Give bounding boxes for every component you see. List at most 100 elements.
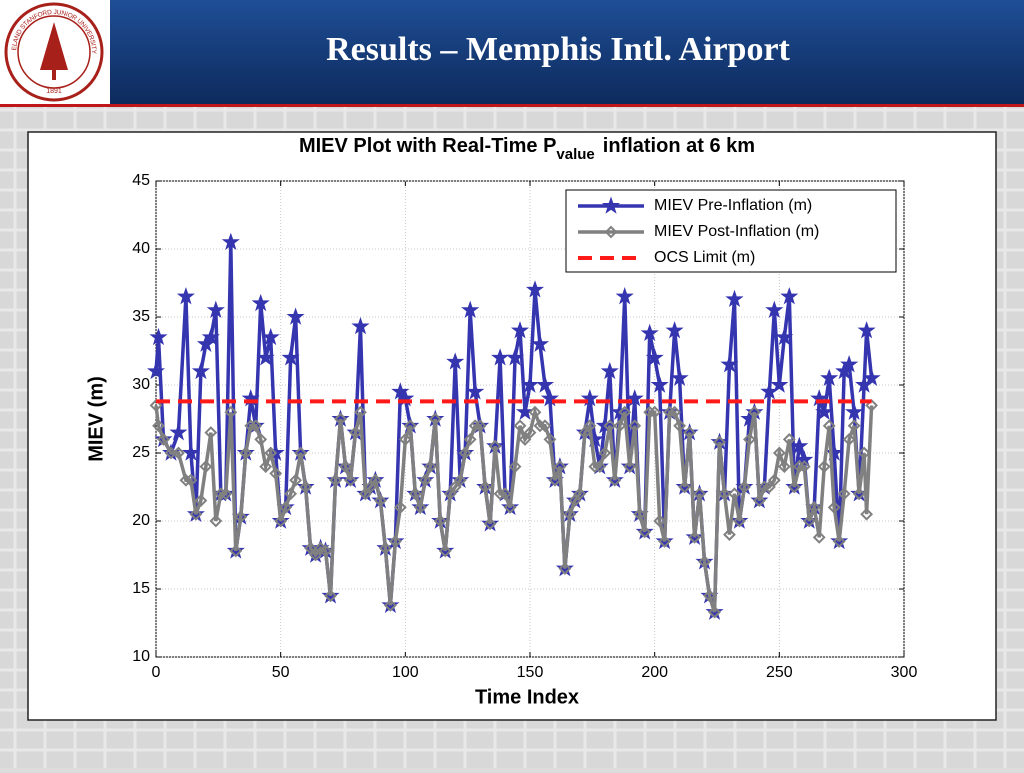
diamond-marker (583, 419, 597, 433)
diamond-marker (523, 426, 537, 440)
diamond-marker (837, 487, 851, 501)
star-marker (286, 307, 305, 325)
diamond-marker (157, 432, 170, 446)
star-marker (181, 443, 200, 461)
star-marker (645, 348, 664, 366)
legend-label: MIEV Pre-Inflation (m) (654, 197, 812, 214)
diamond-marker (398, 432, 412, 446)
diamond-marker (468, 419, 482, 433)
diamond-marker (718, 487, 731, 501)
diamond-marker (294, 446, 308, 460)
diamond-marker (463, 432, 477, 446)
star-marker (615, 287, 634, 305)
diamond-marker (299, 480, 313, 494)
diamond-marker (368, 473, 382, 487)
star-marker (515, 402, 535, 420)
diamond-marker (428, 412, 442, 426)
diamond-marker (792, 460, 806, 474)
diamond-marker (249, 419, 263, 433)
diamond-marker (860, 507, 874, 521)
star-marker (780, 287, 799, 305)
series-line (154, 405, 874, 613)
star-marker (770, 375, 789, 393)
diamond-marker (378, 541, 392, 555)
diamond-marker (269, 466, 283, 480)
diamond-marker (359, 487, 372, 501)
diamond-marker (608, 473, 622, 487)
diamond-marker (289, 473, 303, 487)
diamond-marker (807, 500, 821, 514)
diamond-marker (757, 480, 771, 494)
star-marker (510, 321, 530, 339)
diamond-marker (678, 480, 692, 494)
diamond-marker (817, 460, 831, 474)
diamond-marker (388, 534, 402, 548)
diamond-marker (214, 487, 228, 501)
diamond-marker (518, 432, 532, 446)
star-marker (505, 348, 525, 366)
diamond-marker (393, 500, 407, 514)
diamond-marker (733, 514, 746, 528)
star-marker (530, 334, 550, 352)
star-marker (281, 348, 300, 366)
diamond-marker (259, 460, 273, 474)
star-marker (665, 321, 684, 339)
diamond-marker (349, 426, 362, 440)
diamond-marker (453, 473, 467, 487)
diamond-marker (478, 480, 492, 494)
star-marker (191, 361, 210, 380)
diamond-marker (638, 525, 652, 539)
diamond-marker (623, 460, 637, 474)
diamond-marker (354, 405, 367, 419)
star-marker (720, 355, 739, 373)
star-marker (525, 280, 545, 298)
star-marker (600, 361, 619, 380)
y-tick-label: 35 (132, 308, 150, 325)
star-marker (640, 323, 659, 342)
star-marker (461, 300, 480, 318)
header (0, 0, 1024, 104)
y-tick-label: 10 (132, 648, 150, 665)
diamond-marker (152, 419, 165, 433)
diamond-marker (219, 487, 233, 501)
star-marker (857, 321, 876, 339)
star-marker (840, 355, 859, 373)
x-tick-label: 50 (272, 664, 290, 681)
diamond-marker (503, 500, 517, 514)
diamond-marker (558, 562, 572, 576)
diamond-marker (767, 473, 781, 487)
diamond-marker (568, 494, 582, 508)
star-marker (201, 327, 220, 346)
diamond-marker (787, 480, 801, 494)
diamond-marker (513, 419, 527, 433)
star-marker (815, 402, 834, 420)
diamond-marker (473, 419, 487, 433)
diamond-marker (448, 480, 462, 494)
diamond-marker (618, 405, 632, 419)
y-tick-label: 25 (132, 444, 150, 461)
diamond-marker (593, 460, 607, 474)
diamond-marker (364, 480, 377, 494)
star-marker (446, 352, 465, 370)
diamond-marker (339, 460, 352, 474)
header-rule (0, 104, 1024, 107)
logo-tree (40, 22, 68, 80)
diamond-marker (865, 398, 879, 412)
diamond-marker (703, 589, 716, 603)
diamond-marker (538, 419, 552, 433)
diamond-marker (184, 473, 198, 487)
diamond-marker (533, 419, 547, 433)
diamond-marker (403, 419, 417, 433)
diamond-marker (648, 405, 662, 419)
diamond-marker (548, 473, 562, 487)
diamond-marker (189, 507, 203, 521)
diamond-marker (738, 480, 751, 494)
star-marker (650, 375, 669, 393)
legend-label: MIEV Post-Inflation (m) (654, 223, 819, 240)
y-axis-label: MIEV (m) (85, 376, 107, 462)
diamond-marker (613, 419, 627, 433)
star-marker (391, 382, 410, 400)
star-marker (845, 402, 864, 420)
diamond-marker (204, 426, 218, 440)
diamond-marker (603, 419, 617, 433)
